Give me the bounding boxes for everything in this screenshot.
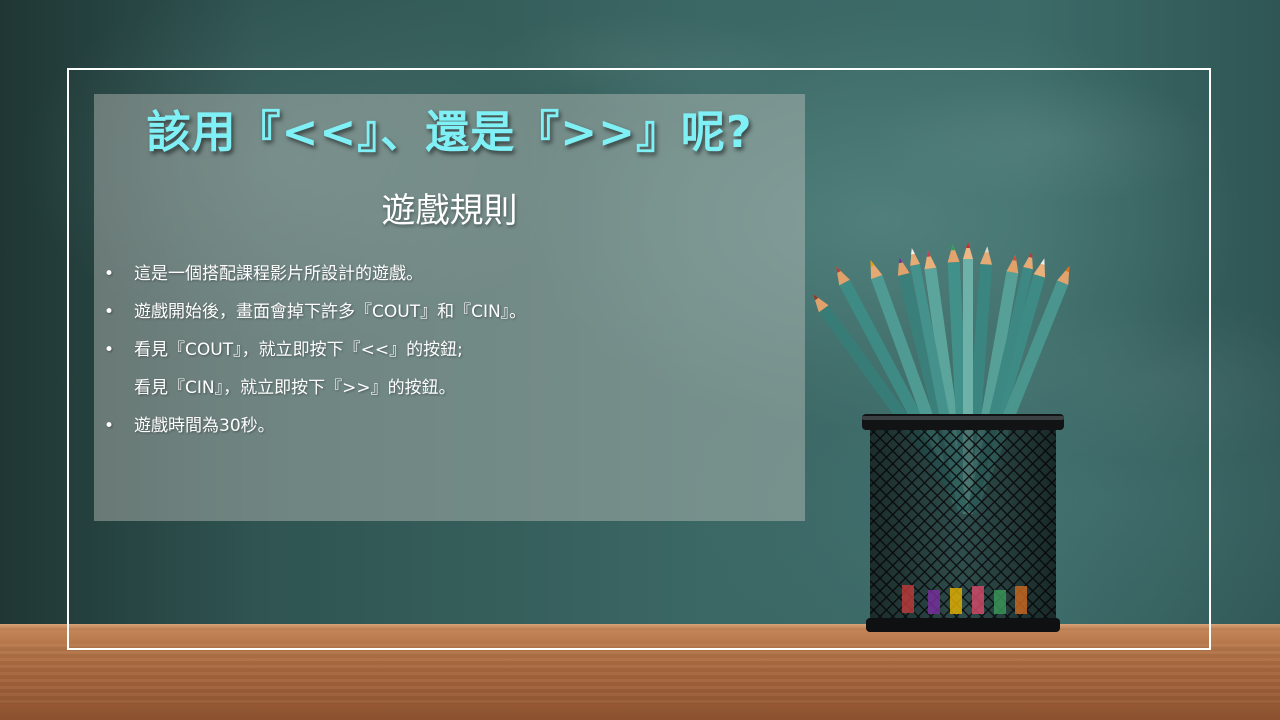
pencil-cup-icon bbox=[810, 240, 1100, 640]
list-item: • 這是一個搭配課程影片所設計的遊戲。 bbox=[100, 255, 790, 293]
rule-text: 看見『COUT』，就立即按下『<<』的按鈕; bbox=[134, 340, 463, 360]
slide-subtitle: 遊戲規則 bbox=[381, 191, 518, 231]
bullet-icon: • bbox=[103, 416, 115, 436]
content-panel bbox=[94, 94, 805, 521]
bullet-icon: • bbox=[103, 340, 115, 360]
slide-frame bbox=[67, 68, 1211, 650]
wooden-desk bbox=[0, 624, 1280, 720]
slide-title: 該用『<<』、還是『>>』呢? bbox=[146, 107, 753, 158]
rules-list: • 這是一個搭配課程影片所設計的遊戲。 • 遊戲開始後，畫面會掉下許多『COUT… bbox=[100, 255, 790, 445]
bullet-icon: • bbox=[103, 264, 115, 284]
rule-text: 這是一個搭配課程影片所設計的遊戲。 bbox=[134, 264, 423, 284]
chalkboard-background bbox=[0, 0, 1280, 628]
list-item: • 看見『COUT』，就立即按下『<<』的按鈕; 看見『CIN』，就立即按下『>… bbox=[100, 331, 790, 407]
list-item: • 遊戲時間為30秒。 bbox=[100, 407, 790, 445]
list-item: • 遊戲開始後，畫面會掉下許多『COUT』和『CIN』。 bbox=[100, 293, 790, 331]
rule-text-continued: 看見『CIN』，就立即按下『>>』的按鈕。 bbox=[134, 378, 456, 398]
bullet-icon: • bbox=[103, 302, 115, 322]
rule-text: 遊戲開始後，畫面會掉下許多『COUT』和『CIN』。 bbox=[134, 302, 527, 322]
rule-text: 遊戲時間為30秒。 bbox=[134, 416, 275, 436]
